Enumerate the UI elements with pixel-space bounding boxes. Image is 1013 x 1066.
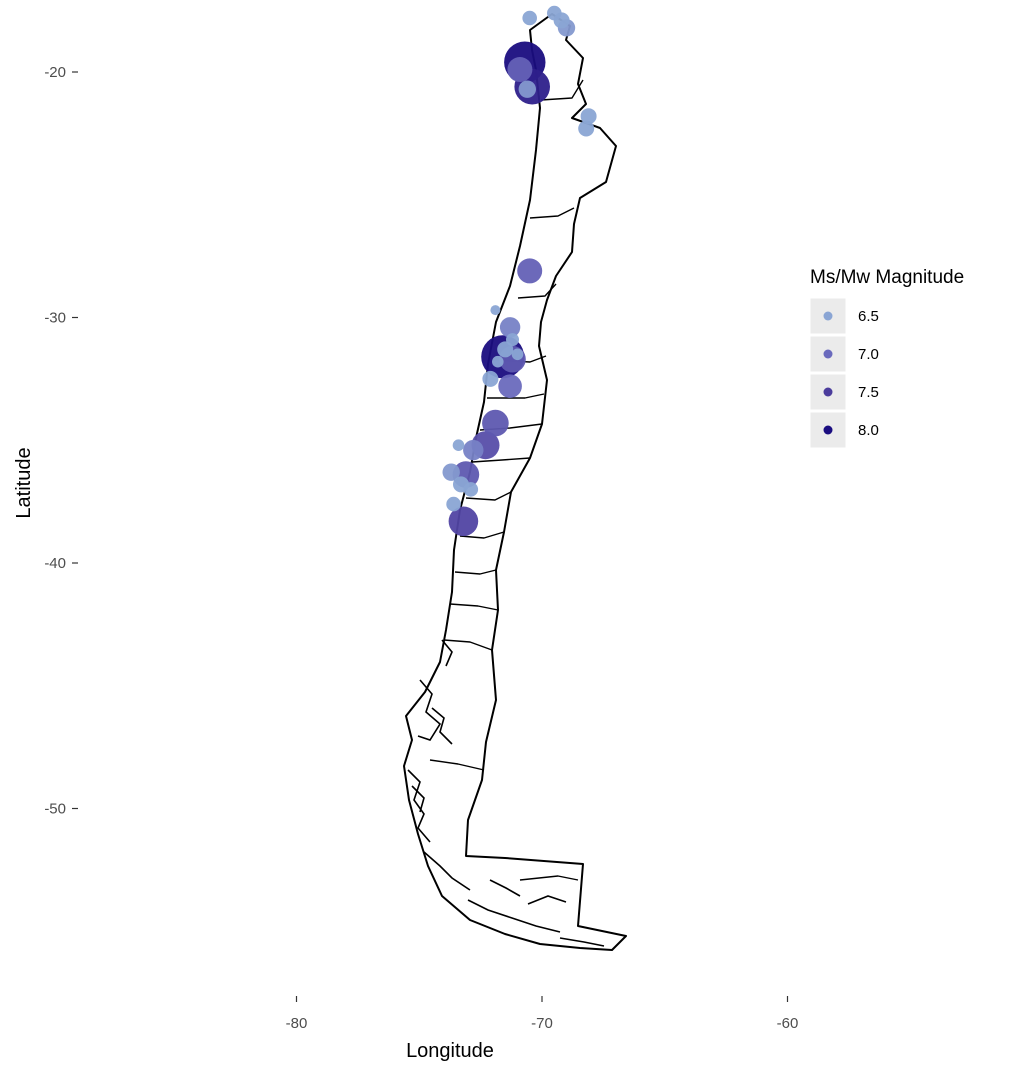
x-tick-label: -80 bbox=[286, 1015, 308, 1032]
legend-title: Ms/Mw Magnitude bbox=[810, 267, 964, 288]
earthquake-point bbox=[498, 374, 522, 399]
earthquake-point bbox=[482, 409, 509, 437]
legend-key-point bbox=[823, 387, 833, 397]
chile-outline bbox=[403, 13, 627, 951]
x-axis-title: Longitude bbox=[406, 1040, 494, 1062]
y-tick-label: -40 bbox=[44, 555, 66, 572]
earthquake-point bbox=[547, 5, 562, 21]
earthquake-point bbox=[448, 506, 479, 537]
y-tick-label: -30 bbox=[44, 310, 66, 327]
earthquake-point bbox=[580, 108, 597, 125]
southern-islands bbox=[407, 639, 605, 947]
earthquake-point bbox=[446, 496, 461, 512]
legend-label: 7.5 bbox=[858, 384, 879, 401]
legend-label: 6.5 bbox=[858, 308, 879, 325]
earthquake-point bbox=[482, 370, 499, 387]
y-tick-label: -50 bbox=[44, 801, 66, 818]
earthquake-point bbox=[511, 348, 524, 361]
x-tick-label: -60 bbox=[777, 1015, 799, 1032]
earthquake-point bbox=[499, 317, 521, 338]
chile-map bbox=[403, 13, 627, 951]
legend-key-point bbox=[823, 349, 833, 359]
earthquake-point bbox=[463, 482, 479, 497]
earthquake-point bbox=[490, 305, 501, 316]
earthquake-point bbox=[507, 57, 533, 82]
y-axis-ticks: -20 -30 -40 -50 bbox=[44, 64, 78, 818]
legend-entries: 6.5 7.0 7.5 8.0 bbox=[809, 297, 879, 449]
earthquake-point bbox=[518, 80, 536, 98]
legend-label: 8.0 bbox=[858, 422, 879, 439]
earthquake-points bbox=[442, 5, 597, 537]
y-tick-label: -20 bbox=[44, 64, 66, 81]
legend: Ms/Mw Magnitude 6.5 7.0 7.5 8.0 bbox=[809, 267, 964, 449]
x-tick-label: -70 bbox=[531, 1015, 553, 1032]
legend-label: 7.0 bbox=[858, 346, 879, 363]
earthquake-point bbox=[517, 258, 543, 284]
earthquake-point bbox=[463, 439, 484, 461]
earthquake-point bbox=[492, 355, 504, 368]
earthquake-point bbox=[452, 439, 465, 452]
earthquake-point bbox=[578, 120, 595, 137]
x-axis-ticks: -80 -70 -60 bbox=[286, 996, 799, 1032]
earthquake-point bbox=[442, 463, 460, 481]
earthquake-point bbox=[497, 341, 514, 358]
legend-key-point bbox=[823, 425, 833, 435]
earthquake-point bbox=[522, 10, 537, 26]
earthquake-point bbox=[506, 333, 519, 347]
y-axis-title: Latitude bbox=[13, 447, 35, 518]
legend-key-point bbox=[823, 311, 833, 321]
